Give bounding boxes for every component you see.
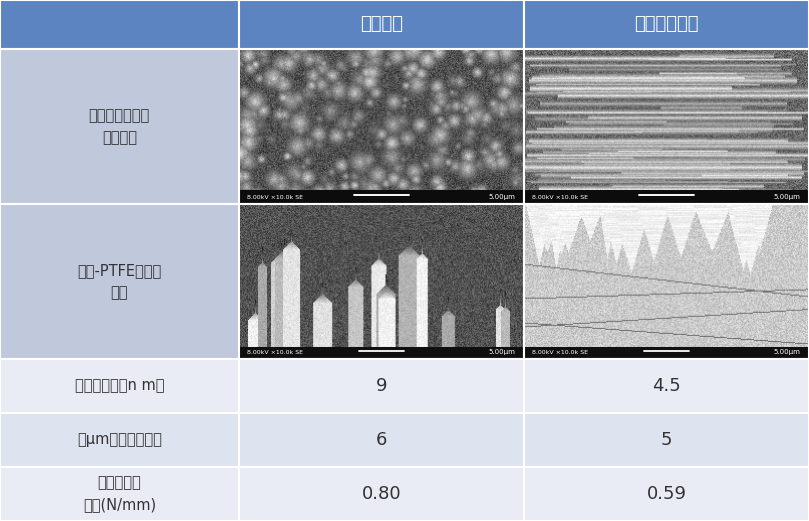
Text: 表面あらさ（n m）: 表面あらさ（n m） (74, 378, 164, 393)
Text: 8.00kV ×10.0k SE: 8.00kV ×10.0k SE (248, 350, 303, 355)
Text: １μm当たりの本数: １μm当たりの本数 (77, 432, 162, 448)
Text: 山型条件: 山型条件 (360, 16, 403, 33)
Text: 8.00kV ×10.0k SE: 8.00kV ×10.0k SE (532, 195, 588, 200)
Text: 銀金-PTFE界面の
断面: 銀金-PTFE界面の 断面 (77, 263, 162, 300)
Text: 9: 9 (375, 377, 387, 395)
Text: 8.00kV ×10.0k SE: 8.00kV ×10.0k SE (248, 195, 303, 200)
Text: 0.80: 0.80 (362, 485, 401, 503)
Text: 5.00μm: 5.00μm (773, 349, 800, 355)
Text: 8.00kV ×10.0k SE: 8.00kV ×10.0k SE (532, 350, 588, 355)
Text: 銅銀金する前の
表面形状: 銅銀金する前の 表面形状 (89, 108, 150, 145)
Text: 6: 6 (375, 431, 387, 449)
Text: 横長ヒダ条件: 横長ヒダ条件 (634, 16, 699, 33)
Text: 0.59: 0.59 (646, 485, 686, 503)
Text: 4.5: 4.5 (652, 377, 681, 395)
Text: 5.00μm: 5.00μm (489, 194, 515, 200)
Text: ピール強度
平均(N/mm): ピール強度 平均(N/mm) (83, 475, 156, 513)
Text: 5: 5 (661, 431, 672, 449)
Text: 5.00μm: 5.00μm (773, 194, 800, 200)
Text: 5.00μm: 5.00μm (489, 349, 515, 355)
